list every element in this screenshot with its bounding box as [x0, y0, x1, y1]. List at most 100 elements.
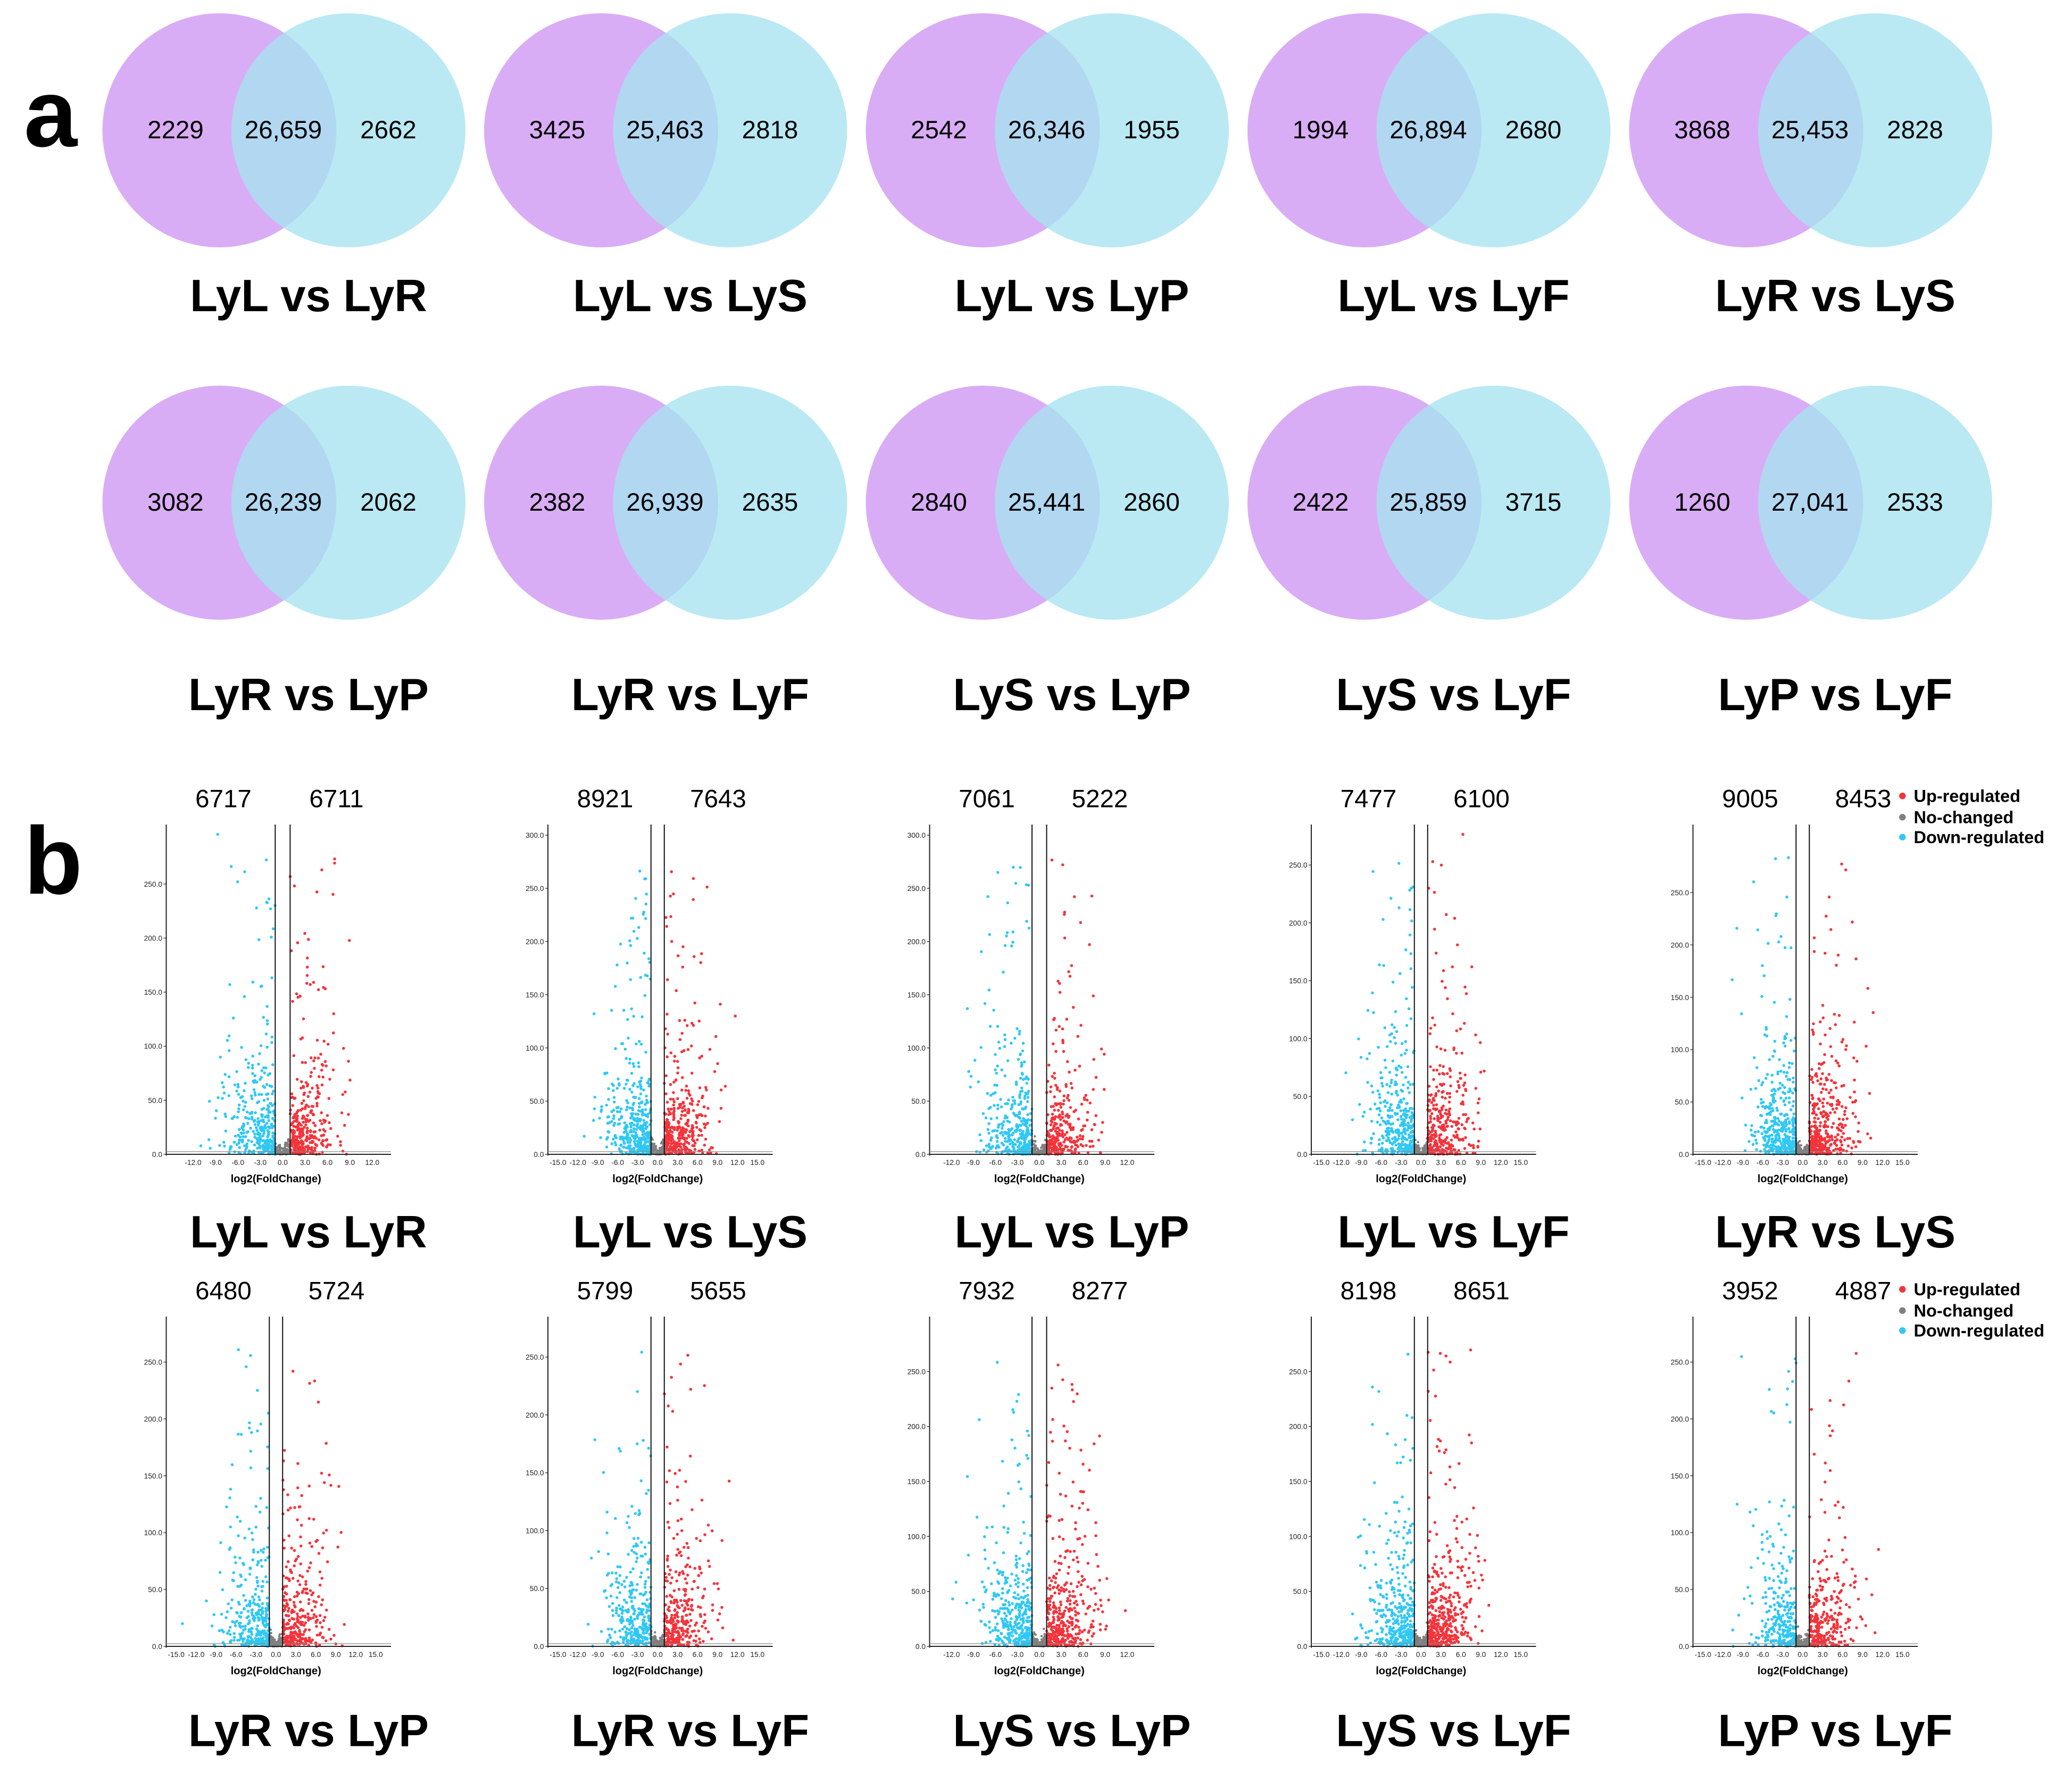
- down-point: [1388, 1085, 1392, 1088]
- up-point: [296, 1129, 299, 1132]
- up-point: [1840, 863, 1843, 866]
- up-point: [286, 1627, 288, 1630]
- up-point: [1051, 1113, 1054, 1116]
- down-point: [624, 1048, 627, 1051]
- up-point: [1833, 1013, 1836, 1016]
- down-point: [1010, 1128, 1013, 1131]
- down-point: [642, 1112, 645, 1115]
- down-point: [986, 895, 989, 898]
- venn-right-count: 2635: [742, 489, 798, 519]
- down-point: [1786, 1071, 1789, 1075]
- down-point: [1772, 1141, 1775, 1144]
- down-point: [1377, 1046, 1380, 1049]
- up-point: [297, 1123, 300, 1127]
- down-point: [1766, 1142, 1769, 1145]
- up-point: [324, 1060, 327, 1063]
- up-point: [1456, 944, 1459, 947]
- up-point: [1470, 965, 1474, 969]
- down-point: [989, 1025, 992, 1028]
- up-point: [1813, 950, 1816, 953]
- up-point: [1442, 1065, 1445, 1068]
- down-point: [241, 1643, 244, 1646]
- down-point: [1369, 1108, 1372, 1111]
- down-point: [636, 937, 639, 940]
- down-point: [265, 1083, 269, 1086]
- up-point: [1459, 1138, 1462, 1142]
- nochange-point: [652, 1145, 655, 1147]
- up-point: [682, 1102, 685, 1105]
- down-point: [251, 1531, 254, 1535]
- up-point: [667, 1108, 670, 1111]
- up-point: [1437, 1089, 1441, 1093]
- up-point: [1443, 1083, 1446, 1086]
- up-point: [1052, 1043, 1055, 1046]
- points: [1344, 833, 1486, 1156]
- up-point: [1435, 1135, 1438, 1138]
- y-tick-label: 250.0: [1289, 861, 1308, 869]
- up-point: [1844, 1048, 1848, 1051]
- up-point: [1866, 1133, 1869, 1136]
- down-point: [1006, 931, 1009, 935]
- x-tick-label: -6.0: [1375, 1159, 1387, 1167]
- up-point: [322, 965, 325, 969]
- up-point: [304, 1107, 307, 1110]
- down-point: [219, 1056, 222, 1059]
- up-point: [1842, 1132, 1845, 1135]
- down-point: [1762, 1127, 1766, 1130]
- nochange-point: [1800, 1144, 1803, 1147]
- up-point: [1101, 1121, 1104, 1124]
- x-tick-label: 12.0: [1120, 1159, 1134, 1167]
- up-point: [681, 945, 685, 948]
- up-point: [1063, 911, 1067, 914]
- x-tick-label: 0.0: [1034, 1159, 1044, 1167]
- up-point: [317, 1056, 320, 1060]
- up-point: [1066, 1137, 1069, 1140]
- up-point: [720, 1088, 723, 1092]
- up-point: [1059, 1102, 1062, 1105]
- up-point: [312, 1060, 315, 1063]
- up-point: [325, 1064, 328, 1068]
- up-point: [1053, 1109, 1056, 1112]
- up-point: [302, 1086, 305, 1089]
- down-point: [1009, 1143, 1012, 1146]
- down-point: [1011, 1096, 1014, 1099]
- up-point: [684, 1019, 687, 1022]
- up-point: [1077, 1145, 1080, 1148]
- nochange-point: [1806, 1144, 1809, 1146]
- down-point: [969, 1086, 972, 1089]
- down-point: [1380, 1082, 1384, 1085]
- down-point: [230, 865, 233, 868]
- x-tick-label: -15.0: [1313, 1159, 1330, 1167]
- up-point: [1073, 895, 1076, 898]
- up-point: [1819, 1020, 1822, 1023]
- up-point: [1444, 1112, 1447, 1115]
- down-point: [1394, 1113, 1397, 1116]
- up-point: [1820, 1063, 1823, 1066]
- down-point: [645, 1095, 648, 1098]
- down-point: [250, 1431, 253, 1434]
- down-point: [1784, 1103, 1787, 1106]
- down-point: [1020, 1063, 1023, 1067]
- up-point: [684, 1131, 687, 1134]
- down-point: [233, 1632, 236, 1635]
- down-point: [639, 1118, 642, 1121]
- x-tick-label: 9.0: [712, 1159, 722, 1167]
- up-point: [309, 1134, 312, 1137]
- up-point: [290, 1122, 294, 1126]
- down-point: [1765, 1077, 1768, 1080]
- down-point: [1362, 1115, 1365, 1118]
- down-point: [622, 1009, 626, 1012]
- down-point: [256, 1581, 259, 1584]
- up-point: [1055, 1127, 1058, 1130]
- up-point: [1451, 965, 1454, 969]
- nochange-point: [1035, 1145, 1037, 1147]
- down-point: [997, 1146, 1001, 1149]
- up-point: [1093, 1123, 1096, 1127]
- y-tick-label: 100.0: [144, 1043, 163, 1051]
- up-point: [305, 1081, 308, 1084]
- down-point: [996, 1108, 1000, 1111]
- down-point: [1378, 1138, 1381, 1142]
- down-point: [246, 1111, 249, 1114]
- down-point: [645, 1099, 648, 1102]
- up-point: [1458, 1086, 1461, 1089]
